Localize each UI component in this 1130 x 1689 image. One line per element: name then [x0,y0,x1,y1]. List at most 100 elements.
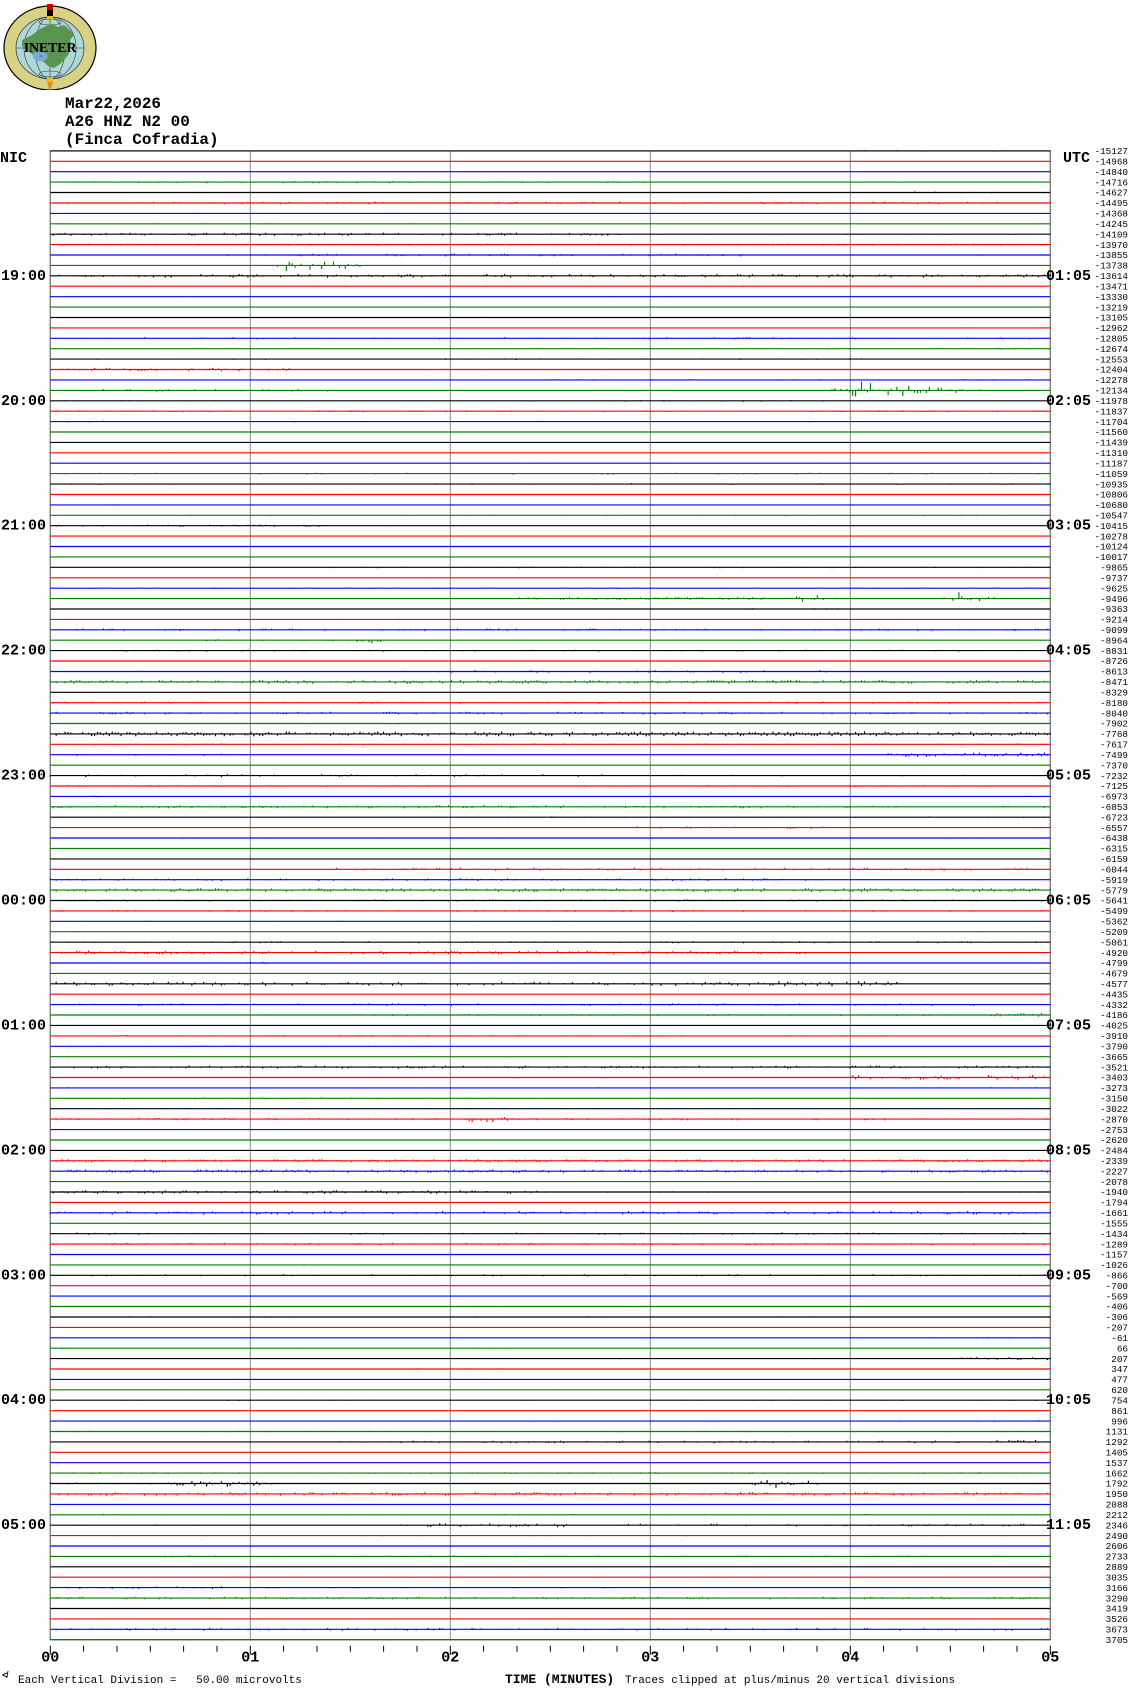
svg-text:1950: 1950 [1106,1489,1128,1500]
svg-text:09:05: 09:05 [1046,1267,1091,1284]
svg-text:1662: 1662 [1106,1468,1128,1479]
svg-text:-10935: -10935 [1095,479,1128,490]
svg-text:-2753: -2753 [1100,1125,1128,1136]
svg-text:3290: 3290 [1106,1593,1128,1604]
svg-text:-5362: -5362 [1100,917,1128,928]
svg-text:207: 207 [1111,1354,1128,1365]
svg-text:-14109: -14109 [1095,229,1128,240]
svg-text:08:05: 08:05 [1046,1142,1091,1159]
svg-text:23:00: 23:00 [1,768,46,785]
svg-text:-6315: -6315 [1100,844,1128,855]
svg-text:-6723: -6723 [1100,812,1128,823]
svg-text:05: 05 [1041,1650,1059,1667]
svg-text:861: 861 [1111,1406,1128,1417]
svg-text:01:00: 01:00 [1,1017,46,1034]
svg-text:-10415: -10415 [1095,521,1128,532]
svg-text:3526: 3526 [1106,1614,1128,1625]
svg-text:-15127: -15127 [1095,146,1128,157]
svg-text:1131: 1131 [1106,1427,1129,1438]
svg-text:-5779: -5779 [1100,885,1128,896]
svg-text:-2227: -2227 [1100,1166,1128,1177]
svg-text:20:00: 20:00 [1,393,46,410]
svg-text:-4332: -4332 [1100,1000,1128,1011]
svg-text:-11310: -11310 [1095,448,1128,459]
svg-text:-12962: -12962 [1095,323,1128,334]
svg-text:2346: 2346 [1106,1520,1128,1531]
svg-text:-13614: -13614 [1095,271,1129,282]
svg-text:-7617: -7617 [1100,740,1128,751]
svg-text:-13330: -13330 [1095,292,1128,303]
svg-text:1537: 1537 [1106,1458,1128,1469]
svg-text:-306: -306 [1106,1312,1128,1323]
svg-text:04:05: 04:05 [1046,643,1091,660]
svg-text:-7125: -7125 [1100,781,1128,792]
svg-text:-6557: -6557 [1100,823,1128,834]
svg-text:-10278: -10278 [1095,531,1128,542]
svg-text:-3403: -3403 [1100,1073,1128,1084]
svg-text:-1157: -1157 [1100,1250,1128,1261]
svg-text:02: 02 [441,1650,459,1667]
svg-text:-4435: -4435 [1100,989,1128,1000]
svg-text:620: 620 [1111,1385,1128,1396]
svg-text:-14245: -14245 [1095,219,1128,230]
svg-text:-4186: -4186 [1100,1010,1128,1021]
svg-text:-14840: -14840 [1095,167,1128,178]
svg-text:-9625: -9625 [1100,583,1128,594]
svg-text:-5499: -5499 [1100,906,1128,917]
svg-text:-4025: -4025 [1100,1021,1128,1032]
svg-text:-406: -406 [1106,1302,1128,1313]
svg-text:-9363: -9363 [1100,604,1128,615]
svg-text:04: 04 [841,1650,859,1667]
svg-text:-12404: -12404 [1095,365,1129,376]
svg-text:-7768: -7768 [1100,729,1128,740]
svg-text:-61: -61 [1111,1333,1128,1344]
svg-text:-9099: -9099 [1100,625,1128,636]
svg-text:-7232: -7232 [1100,771,1128,782]
svg-text:-8831: -8831 [1100,646,1128,657]
svg-text:21:00: 21:00 [1,518,46,535]
svg-text:3705: 3705 [1106,1635,1128,1646]
svg-text:2733: 2733 [1106,1552,1128,1563]
svg-text:-10017: -10017 [1095,552,1128,563]
svg-text:347: 347 [1111,1364,1128,1375]
svg-text:-10547: -10547 [1095,511,1128,522]
svg-text:-1940: -1940 [1100,1187,1128,1198]
svg-text:-4577: -4577 [1100,979,1128,990]
svg-text:-11560: -11560 [1095,427,1128,438]
svg-text:2606: 2606 [1106,1541,1128,1552]
svg-text:-9865: -9865 [1100,563,1128,574]
svg-text:03:05: 03:05 [1046,518,1091,535]
svg-text:996: 996 [1111,1416,1128,1427]
svg-text:-13738: -13738 [1095,261,1128,272]
svg-text:754: 754 [1111,1395,1128,1406]
svg-text:477: 477 [1111,1375,1128,1386]
svg-text:-14716: -14716 [1095,177,1128,188]
svg-text:01:05: 01:05 [1046,268,1091,285]
svg-text:02:00: 02:00 [1,1142,46,1159]
svg-text:-1434: -1434 [1100,1229,1128,1240]
svg-text:03:00: 03:00 [1,1267,46,1284]
svg-text:-14968: -14968 [1095,157,1128,168]
svg-text:-1026: -1026 [1100,1260,1128,1271]
svg-text:-9737: -9737 [1100,573,1128,584]
svg-text:-6853: -6853 [1100,802,1128,813]
svg-text:-5061: -5061 [1100,937,1128,948]
svg-text:-11978: -11978 [1095,396,1128,407]
svg-text:-10806: -10806 [1095,490,1128,501]
svg-text:-6973: -6973 [1100,792,1128,803]
svg-text:10:05: 10:05 [1046,1392,1091,1409]
svg-text:-866: -866 [1106,1271,1128,1282]
svg-text:-4799: -4799 [1100,958,1128,969]
svg-text:-3665: -3665 [1100,1052,1128,1063]
svg-text:-8613: -8613 [1100,667,1128,678]
svg-text:-13105: -13105 [1095,313,1128,324]
svg-text:-8040: -8040 [1100,708,1128,719]
svg-text:-8329: -8329 [1100,688,1128,699]
svg-text:-11059: -11059 [1095,469,1128,480]
svg-text:-13970: -13970 [1095,240,1128,251]
svg-text:00:00: 00:00 [1,893,46,910]
svg-text:-3273: -3273 [1100,1083,1128,1094]
svg-text:06:05: 06:05 [1046,893,1091,910]
svg-text:05:00: 05:00 [1,1517,46,1534]
svg-text:-5641: -5641 [1100,896,1128,907]
